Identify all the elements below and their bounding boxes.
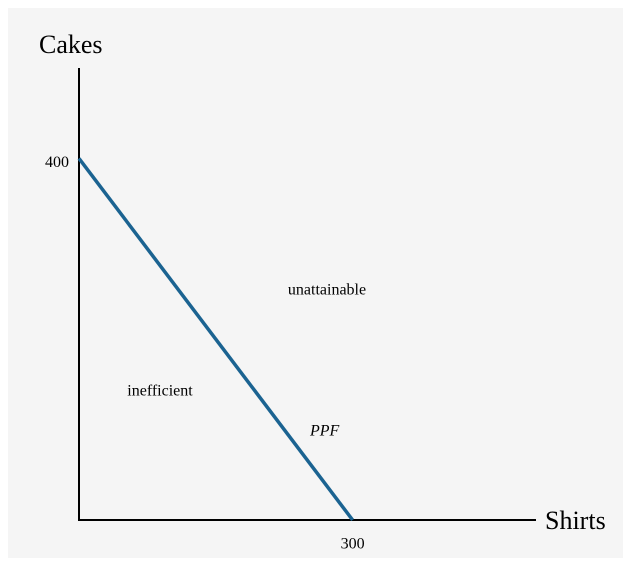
x-tick-label: 300 [341, 536, 365, 553]
y-tick-label: 400 [45, 154, 69, 171]
annotation: unattainable [288, 282, 366, 299]
y-axis-title: Cakes [39, 30, 103, 59]
x-axis-title: Shirts [545, 506, 606, 535]
ppf-line [77, 157, 354, 522]
annotation: inefficient [127, 383, 193, 400]
chart-background [8, 8, 623, 558]
series-label: PPF [309, 423, 340, 440]
